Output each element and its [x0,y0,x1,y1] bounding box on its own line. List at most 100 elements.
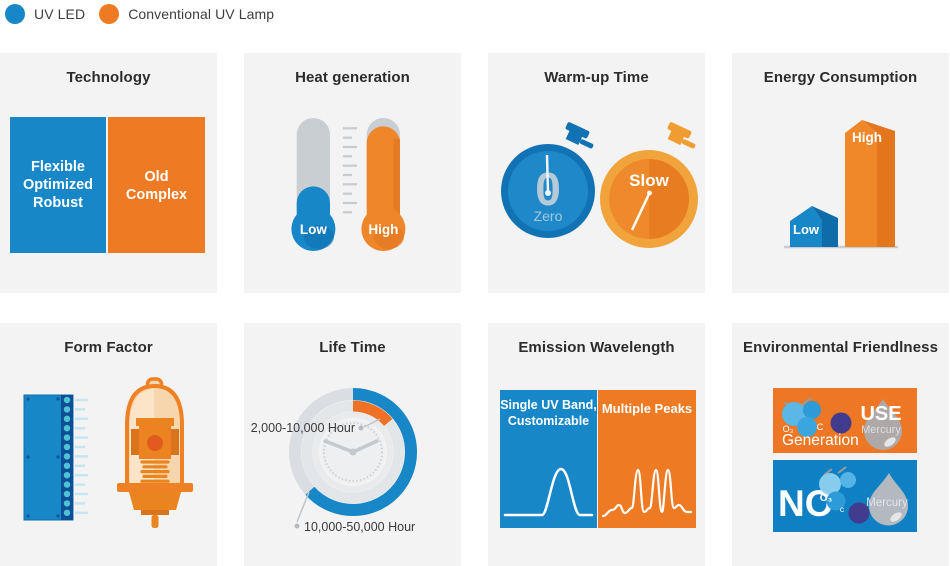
warmup-led-label: Zero [534,208,563,224]
led-spectrum-line1: Single UV Band, [500,398,597,412]
card-emission-wavelength: Emission Wavelength Single UV Band, Cust… [488,323,705,566]
led-life-label: 10,000-50,000 Hour [304,520,415,534]
card-life-time: Life Time 2,000-10,000 Hour 10,000-50,00… [244,323,461,566]
card-energy-consumption: Energy Consumption Low High [732,53,949,293]
card-title-form-factor: Form Factor [64,339,153,356]
energy-bar-lamp: High [845,120,895,247]
carbon-molecule-2 [848,502,870,524]
thermometer-tick-marks [343,127,357,214]
no-mercury-label: Mercury [866,497,908,509]
form-factor-graphic [23,377,193,528]
lamp-technology-box [108,117,205,253]
lamp-life-arc [352,400,393,427]
carbon-molecule [830,412,852,434]
lamp-tech-line2: Complex [126,187,187,203]
lamp-spectrum-label: Multiple Peaks [602,401,692,416]
spectrum-labels: Single UV Band, Customizable Multiple Pe… [500,398,692,428]
life-time-graphic: 2,000-10,000 Hour 10,000-50,000 Hour [251,388,417,534]
stopwatch-led: 0 Zero [501,122,595,238]
warmup-time-graphic: 0 Zero Slow [501,122,698,248]
card-heat-generation: Heat generation Low [244,53,461,293]
led-spectrum-line2: Customizable [508,414,589,428]
thermometer-lamp: High [361,117,406,251]
multiple-peaks-curve [601,468,693,518]
ozone-label-lamp: O₃ [783,424,794,434]
led-module [23,394,88,521]
led-tech-line1: Flexible [31,159,85,175]
led-light-rays [75,398,88,515]
stopwatch-led-crown [565,122,594,149]
mercury-droplet-icon [864,399,902,450]
card-title-environmental: Environmental Friendlness [742,339,939,356]
conventional-lamp-label: Conventional UV Lamp [128,6,275,22]
lamp-life-label: 2,000-10,000 Hour [251,421,355,435]
card-form-factor: Form Factor [0,323,217,566]
energy-led-label: Low [793,222,820,237]
led-technology-box [10,117,106,253]
lamp-tube-shade [393,139,400,215]
stopwatch-lamp: Slow [600,122,698,248]
card-title-energy-consumption: Energy Consumption [763,69,918,86]
emission-wavelength-graphic: Single UV Band, Customizable Multiple Pe… [500,390,696,528]
stopwatch-lamp-needle [630,192,651,231]
conventional-lamp-dot-icon [99,4,120,24]
stopwatch-lamp-crown [667,122,696,149]
legend: UV LED Conventional UV Lamp [5,3,274,25]
card-title-technology: Technology [66,69,151,86]
legend-item-conventional-lamp: Conventional UV Lamp [99,4,274,24]
generation-label: Generation [782,432,859,449]
led-leader-line [296,491,310,523]
technology-graphic: Flexible Optimized Robust Old Complex [10,117,205,253]
carbon-label-lamp: C [817,422,824,433]
single-band-curve [503,467,594,517]
ozone-label-led: O₃ [820,493,833,504]
lamp-base [129,492,181,510]
uv-lamp-bulb [117,377,193,528]
use-mercury-title: USE [860,403,901,425]
led-bulb-shade [304,225,334,249]
card-environmental-friendliness: Environmental Friendlness O₃ C USE Mercu… [732,323,949,566]
card-title-life-time: Life Time [319,339,386,356]
carbon-label-led: c [840,504,845,514]
energy-lamp-label: High [852,130,882,145]
heat-generation-graphic: Low High [291,117,406,251]
lamp-bulb-shade [374,225,404,249]
molecule-bonds-2 [823,466,847,476]
thermometer-led: Low [291,117,336,251]
pcb-screws [26,397,60,518]
arc-chamber [147,435,163,451]
led-environment-banner: NO O₃ c Mercury [773,460,917,532]
filament-coil [140,460,170,483]
lamp-tech-line1: Old [144,169,168,185]
card-warmup-time: Warm-up Time 0 Zero Slo [488,53,705,293]
dotted-dial-ring [323,422,383,482]
heat-led-label: Low [300,222,327,237]
led-spectrum-box [500,390,597,528]
card-technology: Technology Flexible Optimized Robust Old… [0,53,217,293]
lamp-flange [117,483,193,492]
use-mercury-sub: Mercury [861,424,901,436]
environmental-graphic: O₃ C USE Mercury Generation NO O₃ c [773,388,917,532]
led-life-arc [305,388,417,516]
card-title-heat-generation: Heat generation [295,69,410,86]
stopwatch-lamp-half-shade [649,159,689,239]
lamp-pin [151,515,159,528]
legend-item-uv-led: UV LED [5,4,85,24]
heat-lamp-label: High [368,222,398,237]
stopwatch-led-needle [545,154,550,194]
technology-labels: Flexible Optimized Robust Old Complex [23,159,187,211]
card-title-emission-wavelength: Emission Wavelength [518,339,675,356]
uv-led-label: UV LED [34,6,86,22]
uv-led-dot-icon [5,4,25,24]
energy-bar-led: Low [790,206,838,247]
led-tech-line3: Robust [33,195,83,211]
led-tech-line2: Optimized [23,177,93,193]
clock-hands [323,439,379,454]
card-title-warmup-time: Warm-up Time [544,69,649,86]
led-chips [63,396,71,516]
energy-consumption-graphic: Low High [784,120,898,249]
lamp-environment-banner: O₃ C USE Mercury Generation [773,388,917,453]
warmup-lamp-label: Slow [629,171,669,190]
lamp-leader-line [363,418,381,428]
